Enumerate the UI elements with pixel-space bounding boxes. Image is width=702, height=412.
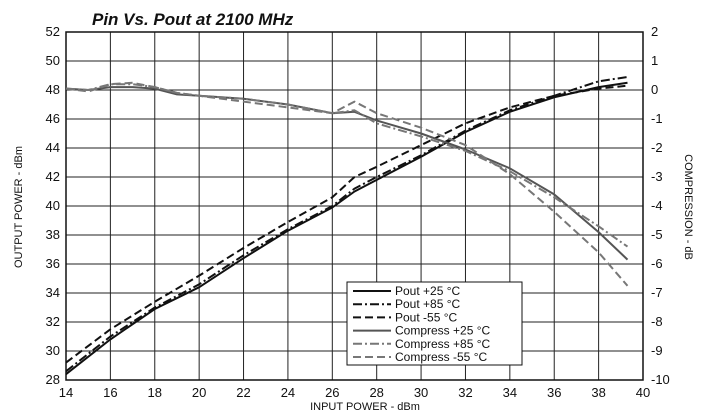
y-axis-right-label: COMPRESSION - dB bbox=[682, 154, 694, 260]
y-left-tick-label: 44 bbox=[46, 140, 60, 155]
y-right-tick-label: -7 bbox=[651, 285, 663, 300]
y-left-tick-label: 36 bbox=[46, 256, 60, 271]
y-right-tick-label: 1 bbox=[651, 53, 658, 68]
x-tick-label: 26 bbox=[325, 385, 339, 400]
x-tick-label: 40 bbox=[636, 385, 650, 400]
plot-frame bbox=[65, 31, 644, 381]
x-tick-label: 30 bbox=[414, 385, 428, 400]
y-right-tick-label: -10 bbox=[651, 372, 670, 387]
y-left-tick-label: 52 bbox=[46, 24, 60, 39]
legend-label: Pout +85 °C bbox=[395, 297, 461, 311]
x-tick-label: 32 bbox=[458, 385, 472, 400]
legend-box bbox=[346, 281, 523, 366]
legend-label: Compress +85 °C bbox=[395, 337, 491, 351]
series-line-3 bbox=[65, 84, 628, 364]
y-right-tick-label: 2 bbox=[651, 24, 658, 39]
legend-label: Pout +25 °C bbox=[395, 284, 461, 298]
y-left-tick-label: 40 bbox=[46, 198, 60, 213]
series-layer bbox=[65, 76, 629, 375]
y-right-tick-label: -9 bbox=[651, 343, 663, 358]
series-line-4 bbox=[65, 86, 629, 261]
x-tick-label: 20 bbox=[192, 385, 206, 400]
y-right-tick-label: -1 bbox=[651, 111, 663, 126]
x-tick-label: 18 bbox=[148, 385, 162, 400]
y-left-tick-label: 28 bbox=[46, 372, 60, 387]
chart-title: Pin Vs. Pout at 2100 MHz bbox=[92, 10, 294, 29]
x-tick-label: 14 bbox=[59, 385, 73, 400]
x-tick-label: 36 bbox=[547, 385, 561, 400]
x-tick-label: 34 bbox=[503, 385, 517, 400]
y-left-tick-label: 34 bbox=[46, 285, 60, 300]
x-tick-label: 38 bbox=[591, 385, 605, 400]
legend-label: Compress -55 °C bbox=[395, 350, 487, 364]
series-line-1 bbox=[65, 81, 628, 375]
y-right-tick-label: 0 bbox=[651, 82, 658, 97]
y-left-tick-label: 46 bbox=[46, 111, 60, 126]
legend-label: Compress +25 °C bbox=[395, 324, 491, 338]
series-line-5 bbox=[65, 83, 629, 248]
y-axis-left-label: OUTPUT POWER - dBm bbox=[13, 146, 25, 268]
y-right-tick-label: -4 bbox=[651, 198, 663, 213]
y-right-tick-label: -8 bbox=[651, 314, 663, 329]
x-tick-label: 24 bbox=[281, 385, 295, 400]
series-line-6 bbox=[65, 81, 629, 287]
y-right-tick-label: -3 bbox=[651, 169, 663, 184]
x-tick-label: 16 bbox=[103, 385, 117, 400]
y-left-tick-label: 30 bbox=[46, 343, 60, 358]
y-right-tick-label: -6 bbox=[651, 256, 663, 271]
y-left-tick-label: 38 bbox=[46, 227, 60, 242]
x-tick-label: 22 bbox=[236, 385, 250, 400]
y-right-tick-label: -5 bbox=[651, 227, 663, 242]
y-left-tick-label: 50 bbox=[46, 53, 60, 68]
y-left-tick-label: 32 bbox=[46, 314, 60, 329]
x-tick-label: 28 bbox=[369, 385, 383, 400]
y-left-tick-label: 42 bbox=[46, 169, 60, 184]
x-axis-label: INPUT POWER - dBm bbox=[310, 401, 420, 412]
tick-labels: 14 16 18 20 22 24 26 28 30 32 34 36 38 40283032343638… bbox=[46, 24, 670, 400]
y-left-tick-label: 48 bbox=[46, 82, 60, 97]
legend-label: Pout -55 °C bbox=[395, 310, 457, 324]
y-right-tick-label: -2 bbox=[651, 140, 663, 155]
